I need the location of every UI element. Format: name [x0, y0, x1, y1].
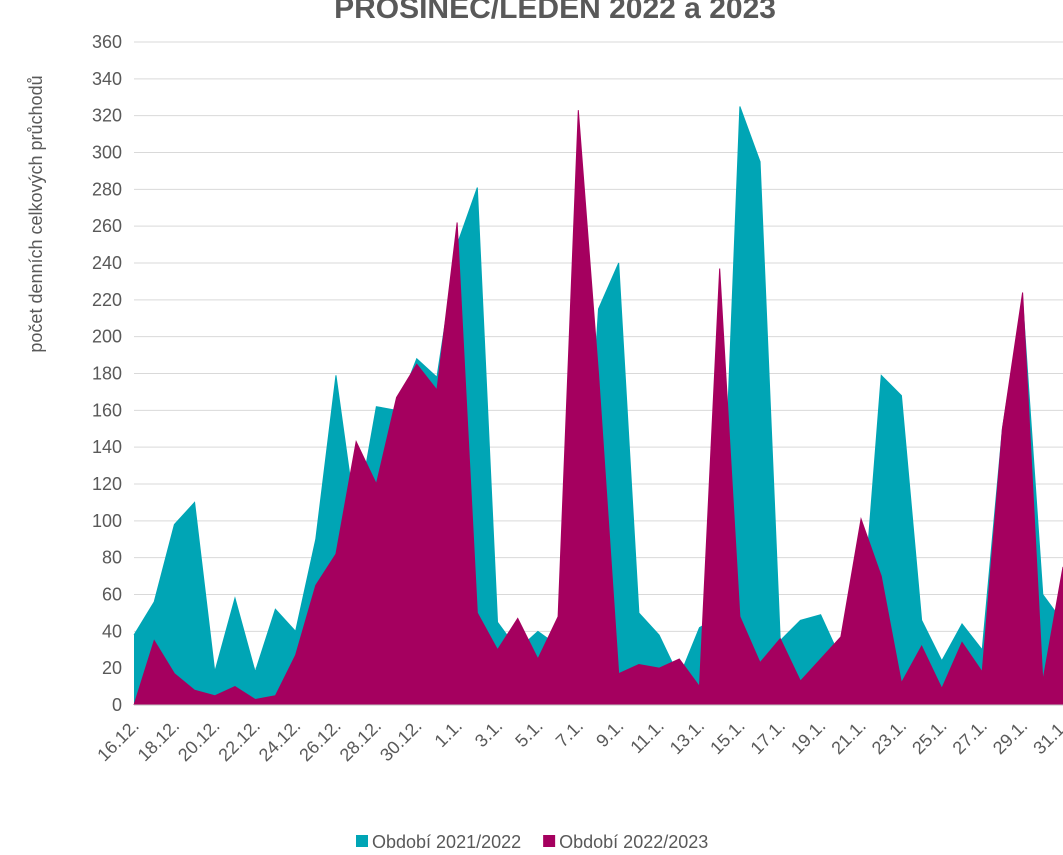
- x-tick-label: 26.12.: [295, 716, 345, 766]
- x-tick-label: 5.1.: [511, 716, 546, 751]
- y-tick-label: 80: [102, 548, 122, 568]
- y-tick-label: 220: [92, 290, 122, 310]
- chart-title: PROSINEC/LEDEN 2022 a 2023: [334, 0, 776, 25]
- x-tick-label: 13.1.: [666, 716, 708, 758]
- x-tick-label: 3.1.: [471, 716, 506, 751]
- legend-label: Období 2021/2022: [372, 832, 521, 852]
- x-tick-label: 19.1.: [787, 716, 829, 758]
- y-tick-label: 300: [92, 143, 122, 163]
- legend-swatch: [543, 835, 556, 847]
- x-tick-label: 28.12.: [336, 716, 386, 766]
- x-tick-label: 15.1.: [706, 716, 748, 758]
- area-line: [133, 110, 1063, 706]
- y-tick-label: 320: [92, 106, 122, 126]
- y-tick-label: 60: [102, 585, 122, 605]
- y-tick-label: 280: [92, 179, 122, 199]
- y-tick-label: 100: [92, 511, 122, 531]
- x-tick-label: 21.1.: [827, 716, 869, 758]
- area-line: [133, 106, 1063, 679]
- x-tick-label: 1.1.: [431, 716, 466, 751]
- y-tick-label: 200: [92, 327, 122, 347]
- x-tick-label: 18.12.: [134, 716, 184, 766]
- y-axis-label: počet denních celkových průchodů: [26, 75, 46, 352]
- x-tick-label: 29.1.: [989, 716, 1031, 758]
- x-tick-label: 22.12.: [214, 716, 264, 766]
- y-tick-label: 340: [92, 69, 122, 89]
- x-tick-label: 30.12.: [376, 716, 426, 766]
- x-tick-label: 7.1.: [552, 716, 587, 751]
- x-tick-label: 25.1.: [908, 716, 950, 758]
- x-tick-label: 17.1.: [747, 716, 789, 758]
- y-tick-label: 140: [92, 437, 122, 457]
- y-tick-label: 260: [92, 216, 122, 236]
- x-tick-label: 9.1.: [592, 716, 627, 751]
- y-tick-label: 360: [92, 32, 122, 52]
- area-fill: [134, 110, 1063, 706]
- x-tick-label: 16.12.: [93, 716, 143, 766]
- y-tick-label: 40: [102, 621, 122, 641]
- y-tick-label: 160: [92, 400, 122, 420]
- y-tick-label: 20: [102, 658, 122, 678]
- x-tick-label: 20.12.: [174, 716, 224, 766]
- x-tick-label: 23.1.: [868, 716, 910, 758]
- x-tick-label: 24.12.: [255, 716, 305, 766]
- y-tick-label: 180: [92, 364, 122, 384]
- legend-label: Období 2022/2023: [559, 832, 708, 852]
- x-tick-label: 31.1.: [1029, 716, 1063, 758]
- x-tick-label: 11.1.: [626, 716, 668, 758]
- legend-swatch: [356, 835, 368, 847]
- y-tick-label: 0: [112, 695, 122, 715]
- x-tick-label: 27.1.: [949, 716, 991, 758]
- y-tick-label: 240: [92, 253, 122, 273]
- y-tick-label: 120: [92, 474, 122, 494]
